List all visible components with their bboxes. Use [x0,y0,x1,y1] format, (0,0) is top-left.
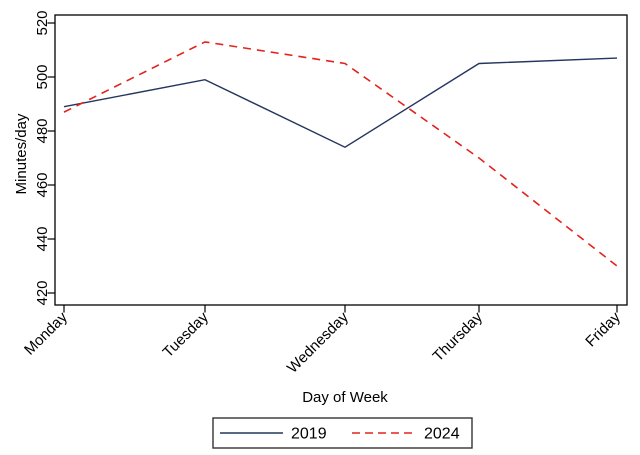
legend-label-2024: 2024 [424,426,460,443]
y-tick-label: 480 [34,118,51,143]
y-tick-label: 520 [34,10,51,35]
x-tick-label-thursday: Thursday [430,308,487,365]
plot-area-box [54,14,628,306]
x-tick-label-friday: Friday [582,308,624,350]
x-tick-label-monday: Monday [21,308,71,358]
y-tick-label: 440 [34,226,51,251]
series-line-2019 [63,57,618,148]
y-axis-title: Minutes/day [13,113,30,194]
y-axis-tick-labels: 420 440 460 480 500 520 [34,10,51,305]
x-axis-title: Day of Week [302,389,388,406]
y-tick-label: 420 [34,280,51,305]
y-tick-label: 460 [34,172,51,197]
x-tick-label-wednesday: Wednesday [284,308,352,376]
y-axis-ticks [47,22,55,294]
legend-label-2019: 2019 [291,426,327,443]
x-axis-tick-labels: Monday Tuesday Wednesday Thursday Friday [21,308,624,376]
legend: 2019 2024 [212,417,473,449]
plot-series [63,41,618,267]
series-line-2024 [63,41,618,267]
x-tick-label-tuesday: Tuesday [160,308,213,361]
x-axis-ticks [63,305,618,313]
y-tick-label: 500 [34,64,51,89]
